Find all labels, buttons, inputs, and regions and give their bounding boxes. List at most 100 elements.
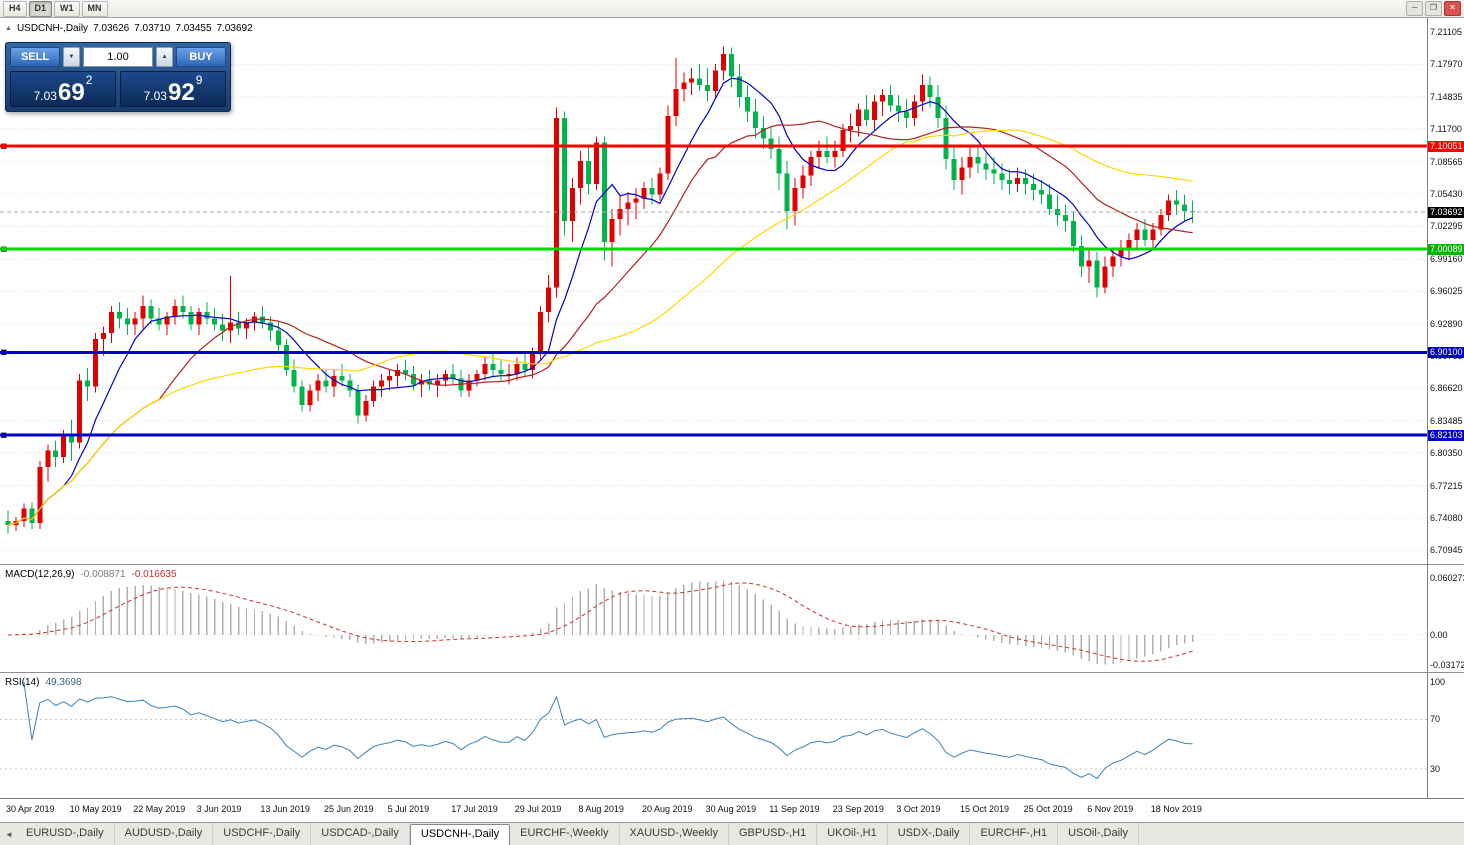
ohlc-high: 7.03710 bbox=[134, 23, 171, 34]
price-axis-label: 6.77215 bbox=[1430, 480, 1463, 491]
price-axis-label: 7.08565 bbox=[1430, 156, 1463, 167]
buy-price-display[interactable]: 7.03 92 9 bbox=[120, 71, 226, 107]
ma-line-45 bbox=[7, 129, 1193, 526]
macd-main-value: -0.008871 bbox=[80, 569, 126, 580]
rsi-panel[interactable]: RSI(14) 49.3698 bbox=[0, 672, 1427, 798]
macd-panel[interactable]: MACD(12,26,9) -0.008871 -0.016635 bbox=[0, 564, 1427, 672]
price-axis-label: 7.02295 bbox=[1430, 221, 1463, 232]
chart-tab-eurchfweekly[interactable]: EURCHF-,Weekly bbox=[510, 823, 620, 845]
timeframe-button-w1[interactable]: W1 bbox=[54, 0, 80, 17]
date-axis-label: 17 Jul 2019 bbox=[451, 804, 498, 814]
date-axis-label: 25 Jun 2019 bbox=[324, 804, 374, 814]
ma-line-8 bbox=[7, 77, 1193, 526]
tab-scroll-left-icon[interactable]: ◄ bbox=[5, 829, 13, 839]
date-axis-label: 10 May 2019 bbox=[69, 804, 122, 814]
chart-tab-bar: ◄ EURUSD-,Daily AUDUSD-,Daily USDCHF-,Dail… bbox=[0, 822, 1464, 845]
rsi-value: 49.3698 bbox=[45, 677, 82, 688]
price-tag: 6.90100 bbox=[1428, 347, 1464, 359]
date-axis-label: 3 Oct 2019 bbox=[896, 804, 941, 814]
price-axis-label: 6.96025 bbox=[1430, 286, 1463, 297]
rsi-chart bbox=[0, 681, 1427, 780]
macd-axis-label: -0.031725 bbox=[1430, 660, 1464, 670]
tab-strip: EURUSD-,Daily AUDUSD-,Daily USDCHF-,Daily U… bbox=[16, 823, 1139, 845]
price-axis-label: 6.74080 bbox=[1430, 513, 1463, 523]
date-axis-label: 20 Aug 2019 bbox=[642, 804, 693, 814]
rsi-axis-label: 70 bbox=[1430, 714, 1441, 725]
date-axis-label: 11 Sep 2019 bbox=[769, 804, 820, 814]
macd-signal-line bbox=[7, 582, 1193, 662]
price-tag: 6.82103 bbox=[1428, 430, 1464, 442]
chart-tab-eurusddaily[interactable]: EURUSD-,Daily bbox=[16, 823, 115, 845]
rsi-line bbox=[23, 681, 1193, 780]
ohlc-low: 7.03455 bbox=[175, 23, 212, 34]
rsi-header: RSI(14) 49.3698 bbox=[5, 677, 82, 688]
buy-price-prefix: 7.03 bbox=[143, 89, 167, 103]
chart-tab-eurchfh1[interactable]: EURCHF-,H1 bbox=[970, 823, 1059, 845]
price-axis-label: 7.05430 bbox=[1430, 189, 1463, 199]
date-axis-label: 6 Nov 2019 bbox=[1087, 804, 1134, 814]
rsi-axis[interactable]: 100 70 30 bbox=[1427, 672, 1464, 798]
volume-increase-button[interactable]: ▲ bbox=[156, 47, 173, 67]
chart-tab-usdxdaily[interactable]: USDX-,Daily bbox=[888, 823, 971, 845]
price-axis[interactable]: 7.21105 7.17970 7.14835 7.11700 7.08565 7.054… bbox=[1427, 18, 1464, 564]
price-axis-label: 6.86620 bbox=[1430, 383, 1463, 394]
price-axis-label: 6.99160 bbox=[1430, 253, 1463, 264]
date-axis-label: 5 Jul 2019 bbox=[387, 804, 430, 814]
chart-tab-usoildaily[interactable]: USOil-,Daily bbox=[1058, 823, 1139, 845]
buy-price-pip-digit: 9 bbox=[195, 73, 203, 87]
chart-tab-xauusdweekly[interactable]: XAUUSD-,Weekly bbox=[620, 823, 729, 845]
price-axis-label: 7.14835 bbox=[1430, 91, 1463, 102]
date-axis-label: 29 Jul 2019 bbox=[514, 804, 562, 814]
macd-axis[interactable]: 0.060273 0.00 -0.031725 bbox=[1427, 564, 1464, 672]
macd-histogram bbox=[15, 580, 1194, 665]
price-axis-label: 7.17970 bbox=[1430, 59, 1463, 70]
macd-chart bbox=[0, 580, 1427, 665]
macd-title: MACD(12,26,9) bbox=[5, 569, 75, 580]
date-axis-label: 22 May 2019 bbox=[133, 804, 186, 814]
macd-axis-label: 0.060273 bbox=[1430, 573, 1464, 583]
ohlc-open: 7.03626 bbox=[93, 23, 130, 34]
chart-tab-audusddaily[interactable]: AUDUSD-,Daily bbox=[115, 823, 214, 845]
macd-axis-label: 0.00 bbox=[1430, 630, 1448, 640]
chart-tab-ukoilh1[interactable]: UKOil-,H1 bbox=[817, 823, 888, 845]
price-chart-area[interactable]: ▲ USDCNH-,Daily 7.03626 7.03710 7.03455 … bbox=[0, 18, 1427, 564]
sell-button[interactable]: SELL bbox=[10, 47, 60, 67]
date-axis-label: 13 Jun 2019 bbox=[260, 804, 310, 814]
volume-decrease-button[interactable]: ▼ bbox=[63, 47, 80, 67]
date-axis-label: 8 Aug 2019 bbox=[578, 804, 624, 814]
date-axis-label: 30 Apr 2019 bbox=[6, 804, 55, 814]
rsi-title: RSI(14) bbox=[5, 677, 40, 688]
timeframe-button-d1[interactable]: D1 bbox=[28, 0, 53, 17]
buy-button[interactable]: BUY bbox=[176, 47, 226, 67]
ohlc-close: 7.03692 bbox=[216, 23, 253, 34]
chart-symbol-title: USDCNH-,Daily bbox=[16, 23, 89, 34]
volume-input[interactable] bbox=[83, 47, 153, 67]
price-tag: 7.10051 bbox=[1428, 141, 1464, 153]
one-click-panel-toggle-icon[interactable]: ▲ bbox=[5, 25, 12, 32]
sell-price-pip-digit: 2 bbox=[85, 73, 93, 87]
timeframe-button-h4[interactable]: H4 bbox=[3, 0, 27, 17]
chart-tab-usdchfdaily[interactable]: USDCHF-,Daily bbox=[213, 823, 312, 845]
rsi-axis-label: 30 bbox=[1430, 764, 1441, 774]
close-icon[interactable]: ✕ bbox=[1444, 1, 1461, 16]
date-axis-label: 3 Jun 2019 bbox=[196, 804, 242, 814]
timeframe-toolbar: H4 D1 W1 MN ─ ❐ ✕ bbox=[0, 0, 1464, 18]
minimize-icon[interactable]: ─ bbox=[1406, 1, 1423, 16]
timeframe-button-mn[interactable]: MN bbox=[81, 0, 108, 17]
chart-tab-usdcaddaily[interactable]: USDCAD-,Daily bbox=[311, 823, 410, 845]
one-click-trading-panel: SELL ▼ ▲ BUY 7.03 69 2 7.03 92 9 bbox=[5, 42, 231, 112]
price-tag: 7.00089 bbox=[1428, 244, 1464, 256]
chart-tab-usdcnhdaily[interactable]: USDCNH-,Daily bbox=[409, 824, 511, 845]
price-axis-label: 6.70945 bbox=[1430, 545, 1463, 556]
time-axis[interactable]: 30 Apr 2019 10 May 2019 22 May 2019 3 Jun 2… bbox=[0, 798, 1464, 822]
restore-icon[interactable]: ❐ bbox=[1425, 1, 1442, 16]
window-controls: ─ ❐ ✕ bbox=[1406, 1, 1461, 16]
chart-ohlc-header: ▲ USDCNH-,Daily 7.03626 7.03710 7.03455 … bbox=[5, 23, 253, 34]
chart-tab-gbpusdh1[interactable]: GBPUSD-,H1 bbox=[729, 823, 818, 845]
price-axis-label: 7.21105 bbox=[1430, 27, 1462, 37]
rsi-level-lines bbox=[0, 718, 1427, 770]
price-axis-label: 6.92890 bbox=[1430, 318, 1463, 329]
sell-price-display[interactable]: 7.03 69 2 bbox=[10, 71, 116, 107]
date-axis-label: 23 Sep 2019 bbox=[832, 804, 884, 814]
